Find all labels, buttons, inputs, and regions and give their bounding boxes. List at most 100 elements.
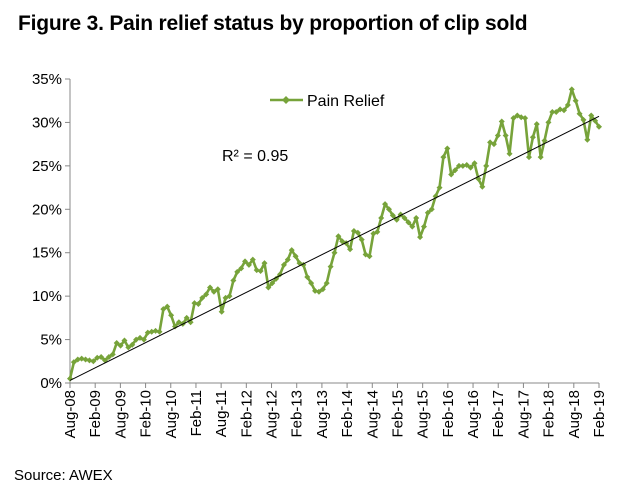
data-point: [385, 206, 392, 213]
data-point: [284, 256, 291, 263]
data-point: [428, 206, 435, 213]
data-point: [234, 268, 241, 275]
data-point: [463, 161, 470, 168]
data-point: [366, 253, 373, 260]
data-point: [308, 280, 315, 287]
data-point: [109, 351, 116, 358]
data-point: [580, 116, 587, 123]
data-point: [292, 253, 299, 260]
data-point: [568, 86, 575, 93]
data-point: [199, 294, 206, 301]
data-point: [94, 354, 101, 361]
x-tick-label: Aug-16: [465, 390, 482, 438]
data-point: [148, 328, 155, 335]
data-point: [203, 291, 210, 298]
data-point: [78, 355, 85, 362]
data-point: [432, 193, 439, 200]
data-point: [448, 171, 455, 178]
data-point: [549, 109, 556, 116]
x-tick-label: Aug-08: [62, 390, 79, 438]
data-point: [459, 162, 466, 169]
data-point: [596, 123, 602, 130]
data-point: [506, 150, 513, 157]
x-tick-label: Feb-13: [289, 390, 306, 438]
data-point: [74, 356, 81, 363]
data-point: [498, 118, 505, 125]
data-point: [440, 154, 447, 161]
data-point: [238, 265, 245, 272]
y-tick-label: 25%: [32, 158, 62, 175]
x-tick-label: Aug-10: [163, 390, 180, 438]
x-tick-label: Feb-16: [440, 390, 457, 438]
data-point: [347, 246, 354, 253]
data-point: [494, 132, 501, 139]
x-tick-label: Feb-09: [87, 390, 104, 438]
data-point: [125, 344, 132, 351]
data-point: [160, 306, 167, 313]
data-point: [312, 287, 319, 294]
y-tick-label: 30%: [32, 114, 62, 131]
legend-label: Pain Relief: [307, 93, 385, 110]
x-tick-label: Aug-17: [515, 390, 532, 438]
y-tick-label: 20%: [32, 201, 62, 218]
data-point: [382, 201, 389, 208]
x-tick-label: Aug-18: [566, 390, 583, 438]
data-point: [280, 261, 287, 268]
data-point: [424, 209, 431, 216]
data-point: [452, 167, 459, 174]
data-point: [105, 353, 112, 360]
data-point: [304, 274, 311, 281]
data-point: [510, 115, 517, 122]
data-point: [564, 102, 571, 109]
data-point: [354, 229, 361, 236]
data-point: [518, 114, 525, 121]
r-squared-annotation: R² = 0.95: [222, 148, 288, 165]
data-point: [183, 314, 190, 321]
data-point: [584, 136, 591, 143]
x-tick-label: Feb-14: [339, 390, 356, 438]
data-point: [323, 280, 330, 287]
data-point: [113, 340, 120, 347]
data-point: [557, 106, 564, 113]
x-tick-label: Feb-12: [238, 390, 255, 438]
data-point: [140, 336, 147, 343]
data-point: [479, 183, 486, 190]
data-point: [265, 284, 272, 291]
data-point: [588, 112, 595, 119]
data-point: [207, 284, 214, 291]
data-point: [152, 327, 159, 334]
data-point: [257, 267, 264, 274]
data-point: [572, 97, 579, 104]
series-line-pain-relief: [68, 88, 601, 379]
trendline: [69, 115, 600, 381]
y-tick-label: 5%: [40, 332, 62, 349]
data-point: [195, 300, 202, 307]
data-point: [82, 356, 89, 363]
x-tick-label: Feb-11: [188, 390, 205, 436]
x-tick-label: Aug-14: [364, 390, 381, 438]
x-tick-label: Feb-15: [389, 390, 406, 438]
data-point: [172, 323, 179, 330]
data-point: [67, 375, 73, 382]
data-point: [230, 277, 237, 284]
y-tick-label: 35%: [32, 71, 62, 88]
data-point: [86, 357, 93, 364]
data-point: [529, 134, 536, 141]
data-point: [502, 132, 509, 139]
y-tick-label: 15%: [32, 245, 62, 262]
data-point: [70, 359, 77, 366]
x-tick-label: Aug-09: [112, 390, 129, 438]
data-point: [168, 312, 175, 319]
data-point: [261, 260, 268, 267]
data-point: [269, 280, 276, 287]
data-point: [533, 121, 540, 128]
x-tick-label: Aug-12: [264, 390, 281, 438]
data-point: [98, 353, 105, 360]
data-point: [537, 154, 544, 161]
legend-marker: [282, 96, 290, 104]
data-point: [156, 328, 163, 335]
data-point: [242, 258, 249, 265]
data-point: [420, 223, 427, 230]
data-point: [327, 263, 334, 270]
y-tick-label: 10%: [32, 288, 62, 305]
